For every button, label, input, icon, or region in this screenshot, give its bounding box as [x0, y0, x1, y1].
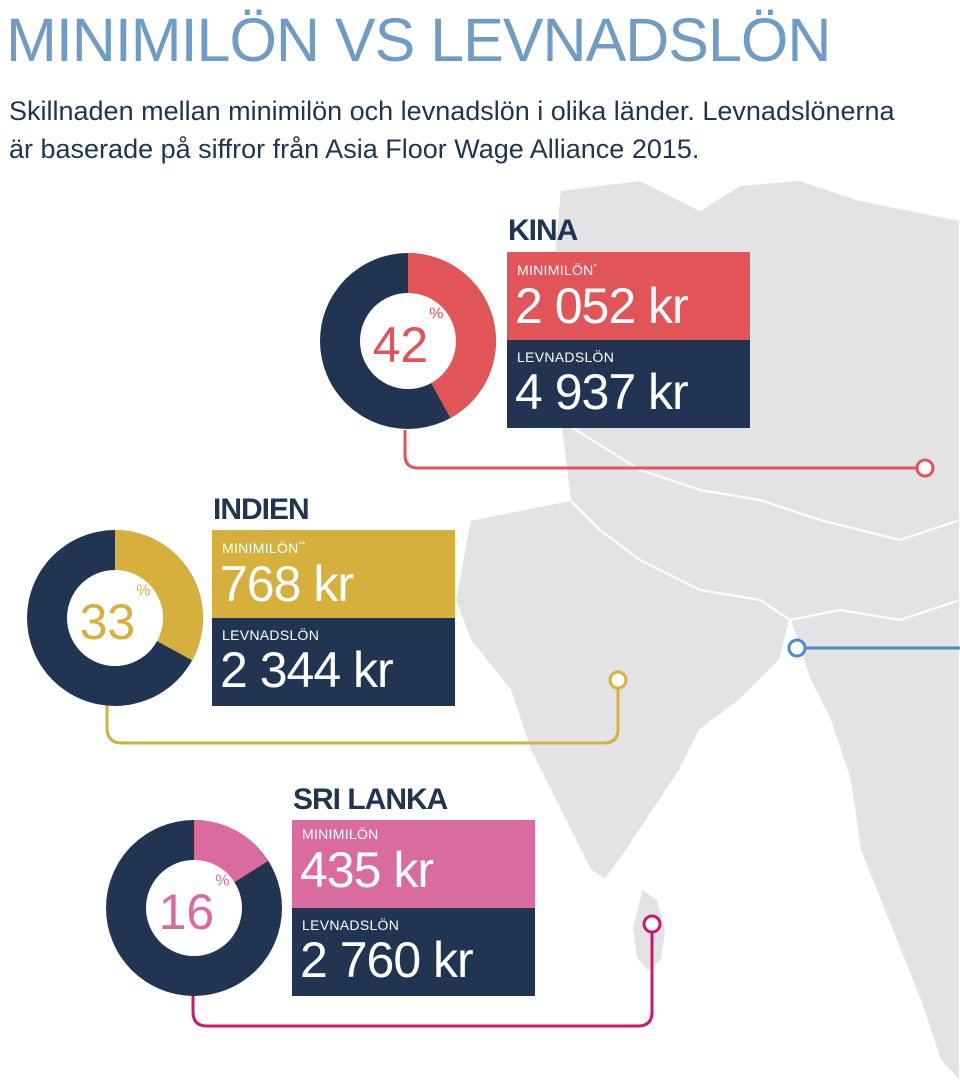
indien-connector-line [105, 688, 620, 745]
indien-donut-chart: 33% [27, 530, 203, 706]
indien-percent-value: 33 [79, 593, 136, 650]
kina-percent-value: 42 [372, 316, 429, 373]
srilanka-donut-hole [146, 860, 242, 956]
kina-minimum-footnote-mark: * [593, 262, 598, 272]
srilanka-percent-value: 16 [158, 883, 215, 940]
kina-donut-chart: 42% [320, 253, 497, 429]
srilanka-minimum-label: MINIMILÖN [302, 826, 379, 842]
kina-donut-hole [360, 293, 456, 389]
indien-living-value: 2 344 kr [220, 642, 394, 698]
indien-country-label: INDIEN [213, 493, 310, 526]
blue-location-marker [787, 638, 807, 658]
kina-minimum-box: MINIMILÖN* 2 052 kr [507, 252, 750, 340]
kina-living-value: 4 937 kr [515, 364, 689, 420]
indien-percent-label: 33% [79, 582, 151, 650]
map-region-east [788, 598, 960, 1082]
kina-living-label: LEVNADSLÖN [517, 349, 615, 365]
srilanka-percent-label: 16% [158, 872, 230, 940]
indien-living-label: LEVNADSLÖN [222, 627, 320, 643]
srilanka-donut-chart: 16% [106, 820, 282, 996]
srilanka-connector-line [191, 932, 654, 1028]
indien-donut-hole [67, 570, 163, 666]
page-title: MINIMILÖN VS LEVNADSLÖN [6, 6, 831, 74]
indien-minimum-label: MINIMILÖN** [222, 540, 306, 556]
kina-percent-label: 42% [372, 305, 444, 373]
srilanka-location-marker [642, 914, 662, 934]
kina-living-box: LEVNADSLÖN 4 937 kr [507, 340, 750, 428]
srilanka-living-value: 2 760 kr [300, 932, 474, 988]
kina-percent-sign: % [429, 305, 444, 323]
map-region-india [453, 498, 792, 882]
srilanka-minimum-value: 435 kr [300, 842, 434, 898]
kina-location-marker [915, 458, 935, 478]
map-landmass [453, 178, 960, 1082]
kina-country-label: KINA [508, 214, 578, 247]
srilanka-living-box: LEVNADSLÖN 2 760 kr [292, 908, 535, 996]
indien-minimum-box: MINIMILÖN** 768 kr [212, 530, 455, 618]
indien-location-marker [608, 670, 628, 690]
indien-minimum-value: 768 kr [220, 556, 354, 612]
page-subtitle: Skillnaden mellan minimilön och levnadsl… [9, 96, 895, 164]
srilanka-country-label: SRI LANKA [293, 783, 448, 816]
kina-minimum-label: MINIMILÖN* [517, 262, 598, 278]
srilanka-living-label: LEVNADSLÖN [302, 917, 400, 933]
srilanka-minimum-box: MINIMILÖN 435 kr [292, 820, 535, 908]
indien-living-box: LEVNADSLÖN 2 344 kr [212, 618, 455, 706]
srilanka-percent-sign: % [215, 872, 230, 890]
indien-minimum-footnote-mark: ** [298, 540, 306, 550]
kina-connector-line [403, 430, 918, 470]
kina-minimum-value: 2 052 kr [515, 278, 689, 334]
indien-percent-sign: % [136, 582, 151, 600]
